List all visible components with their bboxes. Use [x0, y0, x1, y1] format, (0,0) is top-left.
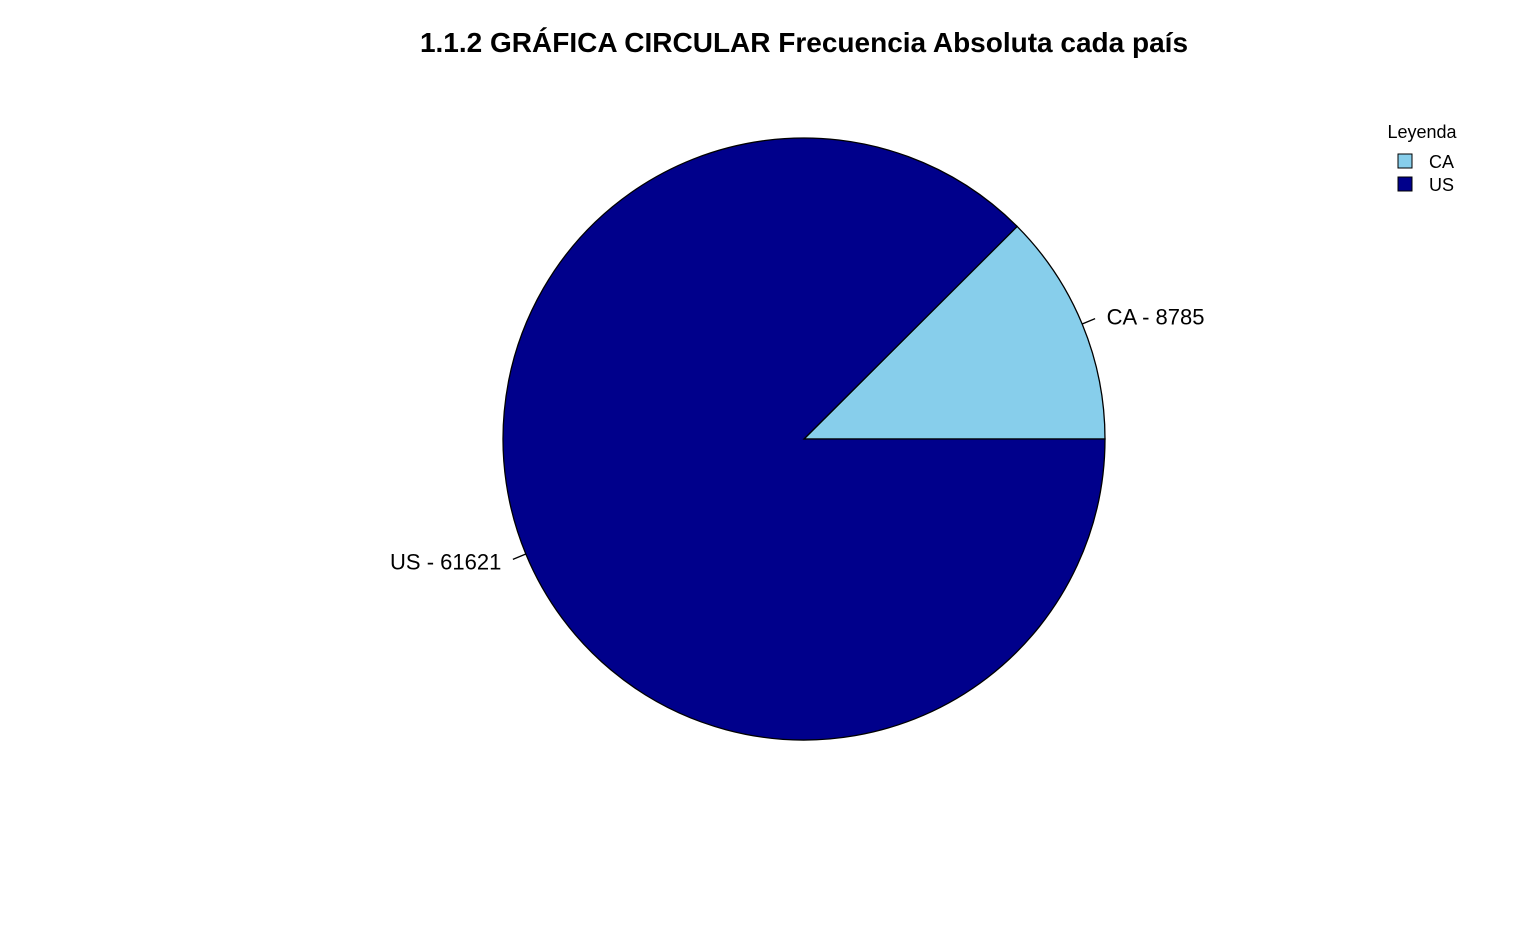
legend-label-us: US: [1429, 175, 1454, 195]
slice-label-us: US - 61621: [390, 550, 501, 575]
label-tick-ca: [1081, 318, 1096, 325]
slice-label-ca: CA - 8785: [1107, 304, 1205, 329]
slice-labels: CA - 8785 US - 61621: [390, 304, 1204, 574]
pie-slice-us: [502, 137, 1106, 741]
legend-title: Leyenda: [1387, 122, 1457, 142]
pie-slice-ca: [802, 225, 1106, 440]
legend: Leyenda CA US: [1387, 122, 1457, 195]
legend-label-ca: CA: [1429, 152, 1454, 172]
legend-entries: CA US: [1397, 152, 1454, 195]
chart-title: 1.1.2 GRÁFICA CIRCULAR Frecuencia Absolu…: [420, 27, 1188, 58]
legend-swatch-us: [1397, 176, 1413, 192]
pie-slices: [502, 137, 1106, 741]
label-tick-us: [512, 553, 527, 560]
legend-swatch-ca: [1397, 153, 1413, 169]
